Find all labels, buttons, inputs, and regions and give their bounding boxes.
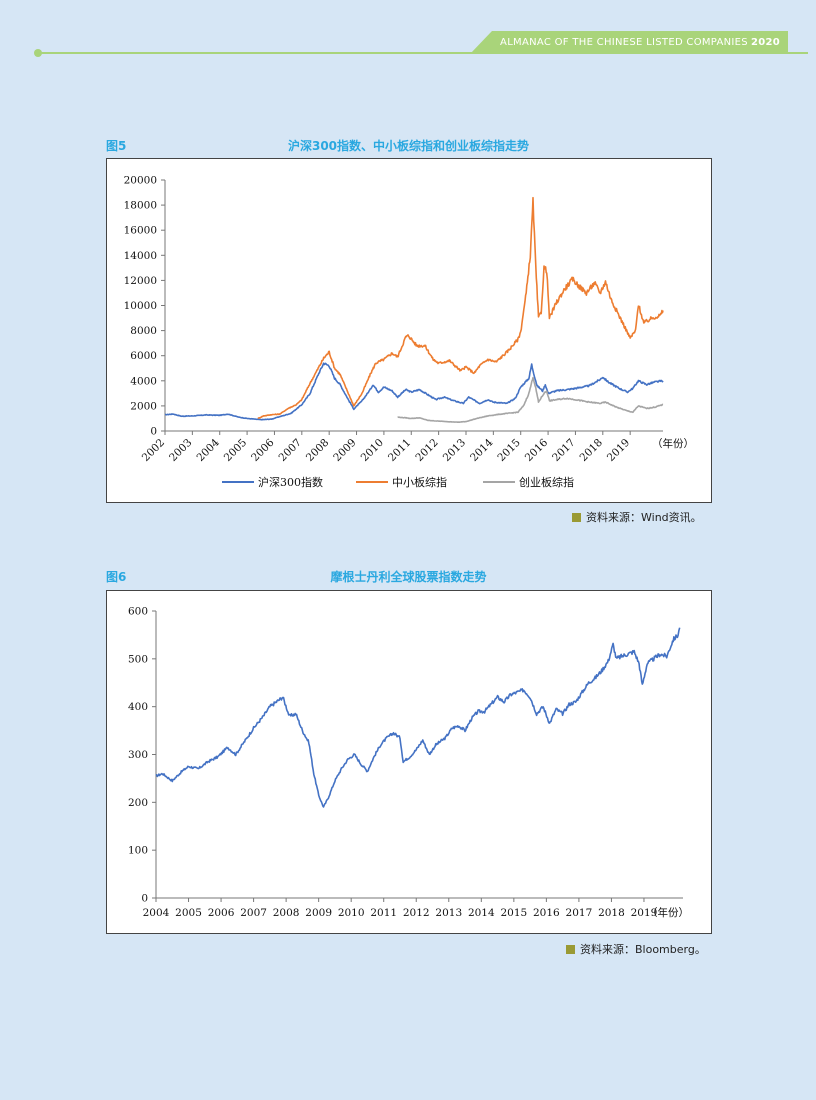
x-tick-label: 2009 [331, 437, 358, 464]
x-tick-label: 2019 [631, 907, 658, 919]
figure-6-svg: 0 100 200 300 400 500 600 2004 2005 2006 2007 2008 2… [128, 606, 689, 920]
header-rule-dot [34, 49, 42, 57]
figure-5-svg: 0 2000 4000 6000 8000 10000 12000 14000 16000 180… [124, 175, 694, 490]
x-tick-label: 2012 [413, 437, 440, 464]
y-tick-label: 12000 [124, 275, 157, 287]
x-tick-label: 2007 [240, 907, 267, 919]
y-tick-label: 2000 [130, 400, 157, 412]
y-tick-label: 20000 [124, 175, 157, 187]
x-tick-label: 2011 [386, 437, 413, 464]
figure-5-chart: 0 2000 4000 6000 8000 10000 12000 14000 16000 180… [106, 158, 712, 503]
figure-6-title: 摩根士丹利全球股票指数走势 [330, 570, 487, 584]
x-tick-label: 2008 [273, 907, 300, 919]
figure-6-chart: 0 100 200 300 400 500 600 2004 2005 2006 2007 2008 2… [106, 590, 712, 934]
x-tick-label: 2006 [249, 436, 277, 464]
x-tick-label: 2017 [566, 907, 593, 919]
source-square-icon [572, 512, 581, 522]
series-line [257, 196, 664, 420]
series-line [397, 376, 664, 423]
x-tick-label: 2008 [304, 437, 331, 464]
x-tick-label: 2010 [359, 437, 386, 464]
header-banner: ALMANAC OF THE CHINESE LISTED COMPANIES 2… [470, 31, 788, 54]
x-tick-label: 2016 [523, 436, 551, 464]
y-tick-label: 500 [128, 653, 148, 665]
series-line [164, 362, 664, 421]
figure-5-source-text: 资料来源：Wind资讯。 [586, 511, 702, 524]
x-tick-label: 2012 [403, 907, 430, 919]
legend-label: 创业板综指 [519, 475, 574, 489]
y-tick-label: 6000 [130, 350, 157, 362]
x-unit-label: （年份） [647, 906, 689, 919]
figure-5-label: 图5 [106, 139, 127, 153]
y-tick-label: 14000 [124, 250, 157, 262]
x-tick-label: 2018 [598, 907, 625, 919]
figure-6-label: 图6 [106, 570, 127, 584]
x-tick-label: 2016 [533, 907, 560, 919]
legend-label: 中小板综指 [392, 475, 447, 489]
series-line [155, 627, 681, 808]
y-tick-label: 16000 [124, 225, 157, 237]
y-tick-label: 18000 [124, 200, 157, 212]
x-tick-label: 2014 [468, 907, 495, 919]
y-tick-label: 4000 [130, 375, 157, 387]
x-tick-label: 2018 [578, 437, 605, 464]
x-tick-label: 2017 [550, 437, 577, 464]
y-tick-label: 600 [128, 606, 148, 618]
x-tick-label: 2013 [441, 437, 468, 464]
x-tick-label: 2019 [605, 437, 632, 464]
y-tick-label: 0 [150, 426, 157, 438]
y-tick-label: 200 [128, 797, 148, 809]
x-tick-label: 2014 [468, 436, 496, 464]
x-tick-label: 2011 [370, 907, 397, 919]
figure-6-source-text: 资料来源：Bloomberg。 [580, 943, 706, 956]
header-rule [38, 52, 808, 54]
source-square-icon [566, 944, 575, 954]
figure-5-source: 资料来源：Wind资讯。 [572, 509, 702, 525]
legend-label: 沪深300指数 [258, 475, 323, 489]
x-tick-label: 2005 [175, 907, 202, 919]
header-banner-text: ALMANAC OF THE CHINESE LISTED COMPANIES [500, 37, 748, 48]
y-tick-label: 300 [128, 749, 148, 761]
x-tick-label: 2004 [143, 907, 170, 919]
x-unit-label: （年份） [652, 437, 694, 450]
x-tick-label: 2009 [305, 907, 332, 919]
x-tick-label: 2015 [500, 907, 527, 919]
figure-5-title: 沪深300指数、中小板综指和创业板综指走势 [287, 139, 530, 153]
y-tick-label: 400 [128, 701, 148, 713]
x-tick-label: 2004 [194, 436, 222, 464]
header-banner-year: 2020 [750, 37, 780, 48]
x-tick-label: 2013 [435, 907, 462, 919]
x-tick-label: 2005 [222, 437, 249, 464]
y-tick-label: 10000 [124, 300, 157, 312]
figure-6-source: 资料来源：Bloomberg。 [566, 941, 706, 957]
x-tick-label: 2007 [277, 437, 304, 464]
x-tick-label: 2003 [167, 437, 194, 464]
x-tick-label: 2015 [495, 437, 522, 464]
x-tick-label: 2010 [338, 907, 365, 919]
x-tick-label: 2002 [140, 437, 167, 464]
x-tick-label: 2006 [208, 907, 235, 919]
y-tick-label: 100 [128, 845, 148, 857]
y-tick-label: 8000 [130, 325, 157, 337]
y-tick-label: 0 [141, 893, 148, 905]
